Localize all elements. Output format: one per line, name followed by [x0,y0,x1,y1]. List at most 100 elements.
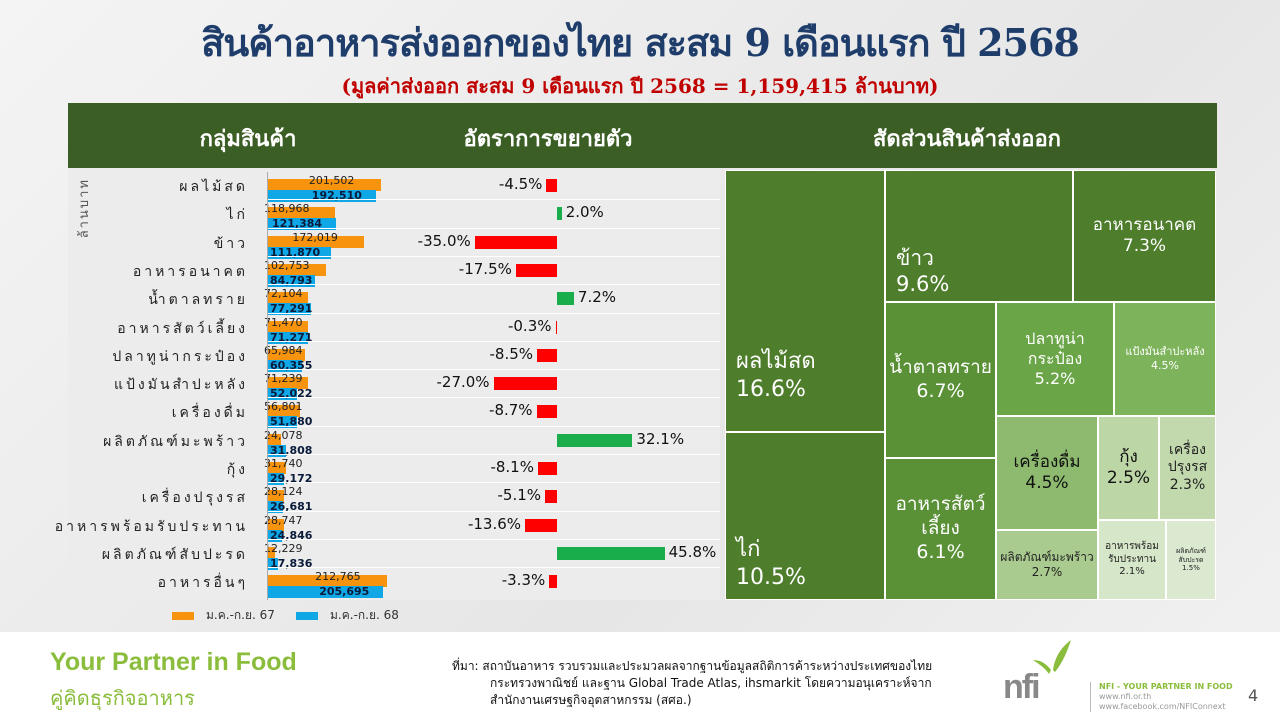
growth-bar [555,320,557,334]
row-divider [268,340,720,342]
treemap-label: น้ำตาลทราย [889,356,992,379]
value-68: 111,870 [270,245,321,259]
chart-axis [267,172,268,600]
treemap-percent: 5.2% [1034,369,1076,388]
legend-swatch-67 [172,611,194,620]
row-label: ผลิตภัณฑ์มะพร้าว [103,433,248,450]
treemap-percent: 2.3% [1169,476,1206,493]
value-68: 121,384 [271,217,323,231]
value-68: 17,836 [270,556,313,570]
growth-bar [549,575,557,589]
treemap-percent: 2.5% [1106,468,1151,488]
growth-label: -8.7% [489,401,533,420]
row-divider [268,425,720,427]
value-67: 24,078 [264,428,303,442]
slogan: Your Partner in Food [50,648,297,676]
treemap-cell: ผลไม้สด 16.6% [725,170,885,432]
treemap-percent: 2.7% [1031,565,1063,579]
source-note: ที่มา: สถาบันอาหาร รวบรวมและประมวลผลจากฐ… [452,658,932,709]
growth-bar [545,490,557,504]
row-label: ผลไม้สด [179,179,248,195]
treemap-cell: แป้งมันสำปะหลัง 4.5% [1114,302,1216,416]
treemap-percent: 16.6% [736,376,806,402]
nfi-leaf-icon [1033,640,1071,674]
bar-67 [268,546,275,559]
value-68: 71,271 [270,330,313,344]
page-subtitle: (มูลค่าส่งออก สะสม 9 เดือนแรก ปี 2568 = … [341,74,939,98]
bar-68 [268,246,331,259]
bar-67 [268,263,326,276]
row-divider [268,255,720,257]
treemap-label: เครื่องปรุงรส [1167,441,1208,476]
growth-label: -0.3% [507,316,552,335]
bar-67 [268,320,309,333]
website-link[interactable]: www.nfi.or.th [1099,692,1152,701]
facebook-link[interactable]: www.facebook.com/NFIConnext [1099,702,1226,711]
treemap-label: กุ้ง [1119,446,1138,467]
growth-bar [537,348,557,362]
bar-68 [268,388,298,401]
treemap-label: แป้งมันสำปะหลัง [1125,345,1205,359]
value-67: 31,740 [264,457,303,470]
page-number: 4 [1248,686,1259,705]
row-divider [268,312,720,314]
growth-bar [557,433,633,447]
page-title: สินค้าอาหารส่งออกของไทย สะสม 9 เดือนแรก … [201,20,1080,65]
legend-item-67: ม.ค.-ก.ย. 67 [172,606,275,625]
value-68: 51,880 [270,415,313,429]
header-export-share: สัดส่วนสินค้าส่งออก [873,127,1061,152]
bar-68 [268,473,285,485]
growth-bar [546,179,557,192]
row-divider [268,397,720,399]
nfi-logo: nfi [1003,668,1041,706]
bar-67 [268,405,300,418]
row-label: อาหารพร้อมรับประทาน [54,518,248,535]
growth-bar [515,263,557,277]
bar-67 [268,462,286,474]
treemap-label: ข้าว [896,245,934,270]
growth-label: -4.5% [498,175,543,193]
bar-67 [268,518,285,531]
treemap-cell: ปลาทูน่ากระป๋อง 5.2% [996,302,1114,416]
nfi-tagline: NFI - YOUR PARTNER IN FOOD www.nfi.or.th… [1090,682,1233,712]
bar-68 [268,359,302,372]
bar-68 [268,218,336,231]
row-divider [268,567,720,569]
growth-label: 32.1% [636,429,685,448]
value-67: 65,984 [264,343,303,357]
row-divider [268,284,720,286]
growth-label: -8.5% [489,344,534,363]
value-67: 118,968 [264,202,310,216]
treemap-cell: อาหารพร้อมรับประทาน 2.1% [1098,520,1166,600]
row-label: อาหารอนาคต [132,263,248,280]
growth-label: 45.8% [668,542,717,561]
treemap-percent: 6.7% [916,380,965,402]
bar-67 [268,235,365,248]
value-67: 28,747 [264,513,303,527]
treemap-cell: อาหารอนาคต 7.3% [1073,170,1216,302]
treemap-percent: 4.5% [1025,473,1069,493]
row-label: เครื่องดื่ม [171,405,248,422]
treemap-cell: เครื่องดื่ม 4.5% [996,416,1098,530]
treemap-percent: 4.5% [1151,359,1179,372]
value-68: 192,510 [311,189,362,202]
bar-68 [268,274,316,287]
legend-item-68: ม.ค.-ก.ย. 68 [296,606,399,625]
source-line: กระทรวงพาณิชย์ และฐาน Global Trade Atlas… [490,676,932,690]
row-label: ผลิตภัณฑ์สับปะรด [101,546,248,563]
treemap-cell: น้ำตาลทราย 6.7% [885,302,996,458]
row-label: แป้งมันสำปะหลัง [113,377,248,394]
value-68: 52,022 [270,387,313,401]
row-label: ปลาทูน่ากระป๋อง [112,348,248,365]
row-label: ข้าว [213,235,248,252]
legend-swatch-68 [296,611,318,620]
value-67: 72,104 [264,287,303,301]
growth-bar [557,207,562,221]
value-67: 12,229 [264,541,303,555]
treemap-percent: 2.1% [1119,566,1145,578]
value-67: 71,239 [264,372,303,386]
value-67: 102,753 [264,258,310,272]
value-68: 26,681 [270,500,313,514]
value-67: 172,019 [292,230,338,244]
treemap-label: อาหารพร้อมรับประทาน [1105,541,1159,565]
